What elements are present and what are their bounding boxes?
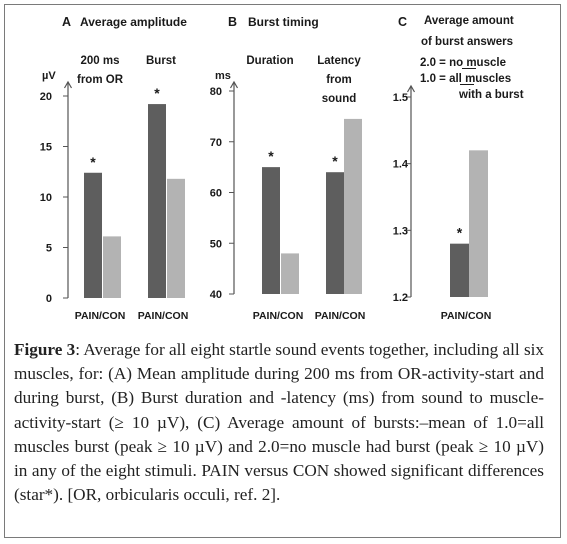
panel-c-title-line-1: of burst answers [421,36,513,48]
panel-b-title: Burst timing [248,15,319,29]
figure-charts: A Average amplitude µV 0 5 10 15 20 * * PAIN/CON PA… [40,15,524,322]
panel-c-letter: C [398,15,407,29]
panel-a-bar-con-0 [103,236,121,298]
panel-a-significance-star-0: * [90,154,96,170]
caption-text: : Average for all eight startle sound ev… [14,340,544,505]
panel-b-y-tick-label-2: 60 [210,188,222,200]
caption-label: Figure 3 [14,340,76,359]
panel-a-y-tick-label-1: 5 [46,243,52,255]
panel-b-y-axis-arrow [229,80,239,89]
panel-a-group-label-0-line-1: from OR [77,74,124,86]
figure-caption: Figure 3: Average for all eight startle … [14,338,544,507]
panel-b-bar-con-0 [281,253,299,294]
panel-c-y-tick-label-0: 1.2 [393,292,408,304]
panel-b-group-label-0-line-0: Duration [246,55,293,67]
panel-a-x-label-1: PAIN/CON [138,310,189,322]
panel-b-group-label-1-line-1: from [326,74,352,86]
panel-a-y-tick-label-2: 10 [40,192,52,204]
panel-b-bar-pain-1 [326,172,344,294]
panel-c-title-line-0: Average amount [424,15,514,27]
panel-a-y-axis-arrow [63,80,73,89]
panel-a-y-label: µV [42,70,56,82]
panel-a-letter: A [62,15,71,29]
panel-b-group-label-1-line-0: Latency [317,55,361,67]
panel-a-x-label-0: PAIN/CON [75,310,126,322]
panel-c-y-tick-label-1: 1.3 [393,225,408,237]
panel-c-legend-1-line-1: with a burst [458,89,524,101]
panel-b-significance-star-0: * [268,148,274,164]
panel-b-significance-star-1: * [332,153,338,169]
panel-c-legend-0: 2.0 = no muscle [420,57,506,69]
panel-b-y-tick-label-3: 70 [210,137,222,149]
panel-a-group-label-1-line-0: Burst [146,55,176,67]
panel-b-group-label-1-line-2: sound [322,93,357,105]
panel-c-legend-1-line-0: 1.0 = all muscles [420,73,511,85]
panel-a-y-tick-label-0: 0 [46,293,52,305]
panel-c-bar-pain-0 [450,243,469,297]
panel-b-letter: B [228,15,237,29]
panel-a-bar-pain-1 [148,104,166,298]
panel-c-bar-con-0 [469,150,488,297]
panel-b-y-tick-label-0: 40 [210,289,222,301]
panel-a-significance-star-1: * [154,85,160,101]
panel-c-y-tick-label-3: 1.5 [393,92,408,104]
panel-c-y-tick-label-2: 1.4 [393,159,409,171]
panel-b-x-label-1: PAIN/CON [315,310,366,322]
panel-c-y-axis-arrow [406,84,416,93]
panel-b-bar-con-1 [344,118,362,294]
panel-b-y-label: ms [215,70,231,82]
panel-b-y-tick-label-1: 50 [210,238,222,250]
panel-a-y-tick-label-3: 15 [40,142,52,154]
panel-c-significance-star-0: * [457,225,463,241]
panel-a-title: Average amplitude [80,15,187,29]
panel-a-bar-pain-0 [84,172,102,298]
panel-b-bar-pain-0 [262,167,280,294]
panel-a-y-tick-label-4: 20 [40,91,52,103]
panel-a-group-label-0-line-0: 200 ms [80,55,119,67]
panel-b-x-label-0: PAIN/CON [253,310,304,322]
panel-a-bar-con-1 [167,178,185,298]
panel-b-y-tick-label-4: 80 [210,86,222,98]
panel-c-x-label-0: PAIN/CON [441,310,492,322]
